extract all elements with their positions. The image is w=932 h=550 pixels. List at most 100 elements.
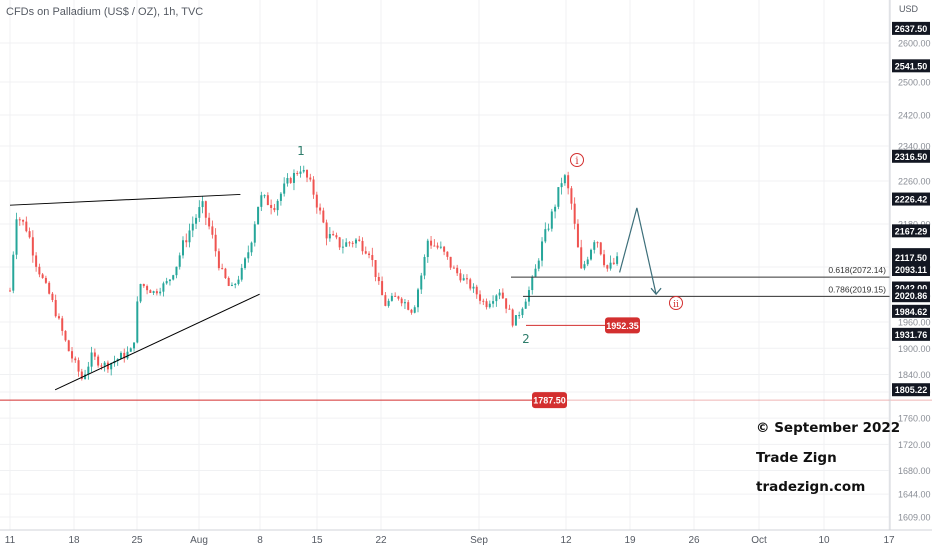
candle-body [420, 275, 423, 290]
candle-body [110, 363, 113, 370]
price-tag-label: 2167.29 [895, 226, 928, 236]
candle-body [172, 275, 175, 280]
candle-body [48, 282, 51, 294]
candle-body [93, 352, 96, 357]
candle-body [35, 255, 38, 267]
y-tick-label: 1720.00 [898, 440, 931, 450]
price-tag-label: 2020.86 [895, 291, 928, 301]
candle-body [368, 253, 371, 256]
candle-body [319, 207, 322, 211]
candle-body [306, 170, 309, 178]
candle-body [195, 217, 198, 224]
candle-body [407, 302, 410, 310]
x-tick-label: 15 [311, 535, 323, 546]
candle-body [403, 302, 406, 304]
x-tick-label: Aug [190, 535, 208, 546]
candle-body [296, 172, 299, 174]
candle-body [384, 295, 387, 306]
candle-body [348, 242, 351, 244]
price-tag [892, 262, 930, 276]
candle-body [279, 193, 282, 201]
candle-body [299, 171, 302, 174]
candle-body [100, 365, 103, 367]
candle-body [586, 259, 589, 265]
candle-body [221, 268, 224, 270]
candle-body [136, 301, 139, 343]
candle-body [71, 351, 74, 359]
candle-body [501, 292, 504, 299]
candle-body [67, 340, 70, 352]
candle-body [292, 172, 295, 183]
candle-body [247, 252, 250, 259]
price-tag [892, 149, 930, 163]
price-tag [892, 59, 930, 73]
copyright-text: © September 2022 [756, 420, 901, 436]
candle-body [589, 249, 592, 260]
candle-body [505, 298, 508, 309]
candle-body [371, 255, 374, 261]
candle-body [149, 290, 152, 293]
candle-body [443, 246, 446, 252]
candle-body [234, 283, 237, 285]
candle-body [377, 277, 380, 282]
y-tick-label: 2260.00 [898, 177, 931, 187]
candle-body [452, 267, 455, 269]
candle-body [227, 277, 230, 286]
candle-body [106, 362, 109, 370]
candle-body [260, 195, 263, 207]
candle-body [449, 256, 452, 268]
wave-label-2: 2 [522, 332, 530, 346]
x-tick-label: 25 [131, 535, 143, 546]
wave-label-ii: ii [673, 300, 679, 310]
y-tick-label: 2500.00 [898, 78, 931, 88]
candle-body [208, 217, 211, 227]
y-tick-label: 1644.00 [898, 490, 931, 500]
candle-body [417, 289, 419, 308]
candle-body [544, 229, 547, 242]
candle-body [129, 348, 132, 352]
site-text: tradezign.com [756, 479, 866, 495]
candle-body [257, 206, 260, 225]
wave-label-i-circle [570, 153, 584, 167]
candle-body [191, 223, 194, 231]
candle-body [381, 281, 384, 296]
candle-body [103, 362, 106, 366]
candle-body [550, 211, 553, 229]
candle-body [338, 237, 341, 248]
price-tag-label: 2117.50 [895, 253, 927, 263]
price-tag-label: 2316.50 [895, 152, 928, 162]
candle-body [603, 254, 606, 266]
candle-body [508, 308, 511, 310]
x-tick-label: 8 [257, 535, 263, 546]
y-tick-label: 1680.00 [898, 466, 931, 476]
candle-body [583, 264, 586, 269]
candle-body [123, 352, 126, 359]
candle-body [580, 247, 583, 269]
candle-body [315, 194, 318, 208]
candle-body [273, 207, 276, 211]
projection-arrowhead [650, 287, 662, 296]
candle-body [57, 316, 60, 319]
candle-body [341, 246, 344, 248]
candle-body [325, 222, 328, 239]
candle-body [74, 358, 77, 361]
candle-body [90, 352, 93, 367]
candle-body [168, 279, 171, 282]
candle-body [485, 301, 488, 308]
candle-body [201, 201, 204, 208]
candle-body [413, 307, 416, 313]
fib-level-label: 0.618(2072.14) [828, 265, 886, 275]
x-tick-label: 12 [560, 535, 572, 546]
trend-line [9, 193, 241, 206]
candle-body [469, 279, 472, 289]
candle-body [116, 358, 119, 362]
candle-body [31, 237, 34, 256]
x-tick-label: 19 [624, 535, 636, 546]
y-tick-label: 1900.00 [898, 344, 931, 354]
y-tick-label: 1840.00 [898, 370, 931, 380]
candle-body [322, 210, 325, 223]
candle-body [80, 371, 83, 379]
candle-body [361, 240, 364, 252]
y-tick-label: 2600.00 [898, 39, 931, 49]
